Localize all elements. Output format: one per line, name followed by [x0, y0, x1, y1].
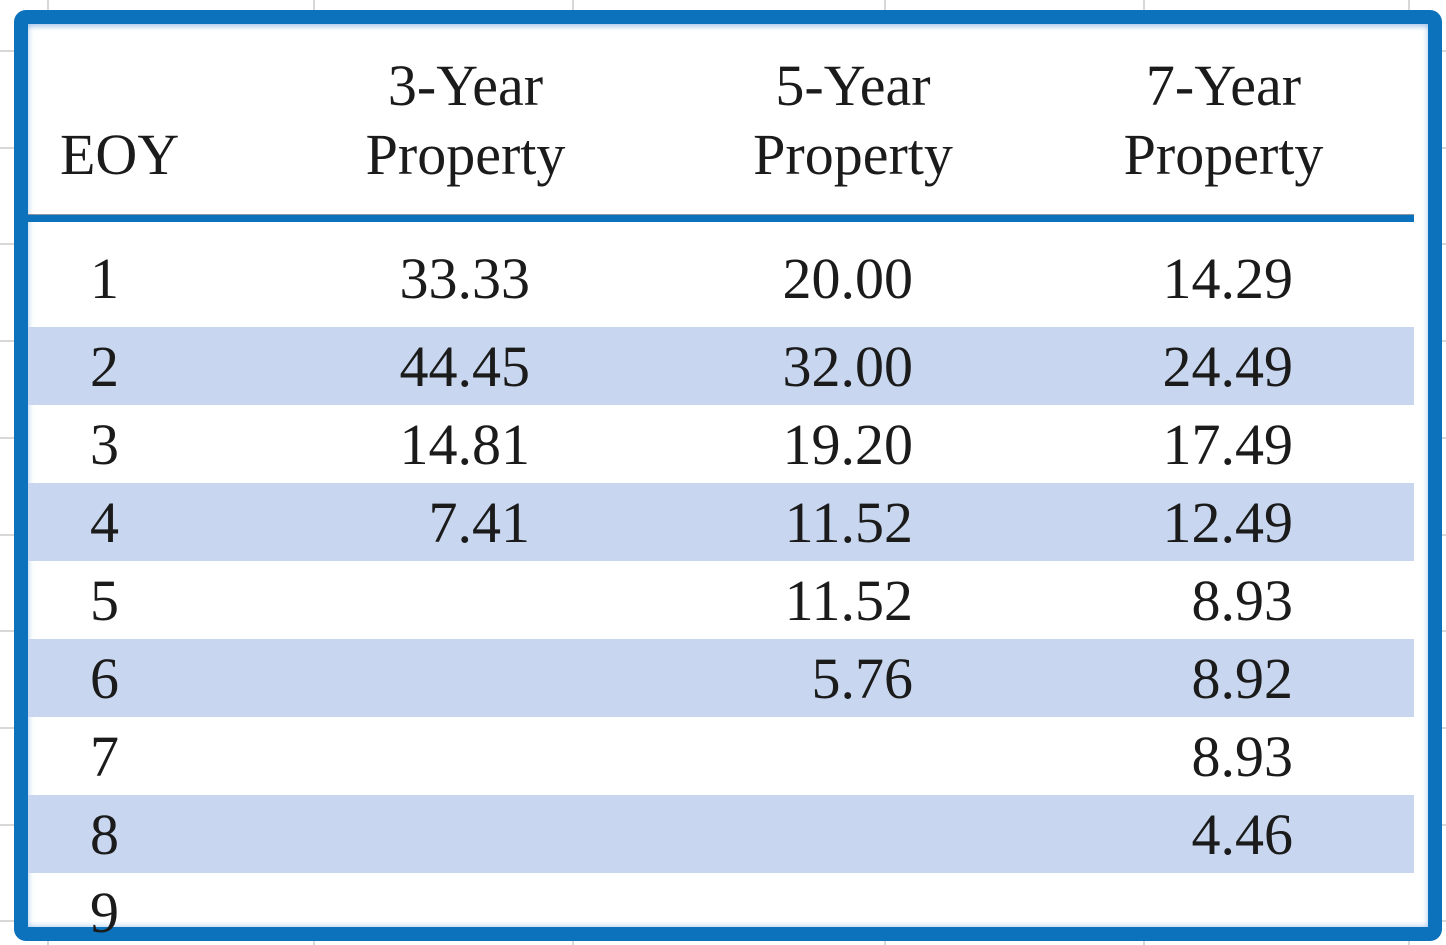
cell-y7 — [1033, 873, 1414, 945]
cell-y5 — [673, 873, 1033, 945]
table-header: EOY 3-Year Property 5-Year Property 7-Ye… — [28, 24, 1414, 222]
col-header-7yr-line2: Property — [1123, 121, 1324, 187]
col-header-eoy: EOY — [28, 24, 258, 222]
table-row: 4 7.41 11.52 12.49 — [28, 483, 1414, 561]
col-header-3yr-line1: 3-Year — [387, 53, 544, 119]
col-header-7yr: 7-Year Property — [1033, 24, 1414, 222]
cell-y5 — [673, 717, 1033, 795]
cell-eoy: 3 — [90, 411, 119, 477]
table-row: 8 4.46 — [28, 795, 1414, 873]
cell-y5 — [673, 795, 1033, 873]
macrs-table: EOY 3-Year Property 5-Year Property 7-Ye… — [28, 24, 1414, 945]
cell-eoy: 4 — [90, 489, 119, 555]
cell-y3 — [258, 639, 673, 717]
cell-eoy: 6 — [90, 645, 119, 711]
cell-y3: 7.41 — [428, 489, 531, 555]
col-header-3yr-line2: Property — [365, 121, 566, 187]
cell-y5: 32.00 — [782, 333, 914, 399]
table-row: 2 44.45 32.00 24.49 — [28, 327, 1414, 405]
table-row: 1 33.33 20.00 14.29 — [28, 219, 1414, 328]
table-row: 7 8.93 — [28, 717, 1414, 795]
cell-y5: 11.52 — [784, 489, 913, 555]
cell-y7: 8.92 — [1191, 645, 1294, 711]
cell-y7: 4.46 — [1191, 801, 1294, 867]
cell-y5: 5.76 — [811, 645, 914, 711]
cell-y3 — [258, 561, 673, 639]
table-body: 1 33.33 20.00 14.29 2 44.45 32.00 24.49 3 14.81 19… — [28, 219, 1414, 945]
table-row: 9 — [28, 873, 1414, 945]
cell-y7: 8.93 — [1191, 567, 1294, 633]
cell-y7: 12.49 — [1162, 489, 1294, 555]
table-row: 6 5.76 8.92 — [28, 639, 1414, 717]
cell-y7: 17.49 — [1162, 411, 1294, 477]
col-header-5yr-line2: Property — [753, 121, 953, 187]
cell-eoy: 9 — [90, 879, 119, 945]
cell-y3 — [258, 717, 673, 795]
cell-y3: 33.33 — [399, 246, 531, 311]
cell-eoy: 5 — [90, 567, 119, 633]
cell-y3 — [258, 795, 673, 873]
table-row: 5 11.52 8.93 — [28, 561, 1414, 639]
cell-y3: 44.45 — [399, 333, 531, 399]
cell-y5: 11.52 — [784, 567, 913, 633]
cell-y7: 14.29 — [1162, 246, 1294, 311]
cell-eoy: 2 — [90, 333, 119, 399]
table-frame: EOY 3-Year Property 5-Year Property 7-Ye… — [14, 10, 1442, 945]
table-row: 3 14.81 19.20 17.49 — [28, 405, 1414, 483]
cell-eoy: 7 — [90, 723, 119, 789]
col-header-5yr-line1: 5-Year — [775, 53, 931, 119]
cell-eoy: 1 — [90, 246, 119, 311]
cell-y7: 24.49 — [1162, 333, 1294, 399]
cell-y3 — [258, 873, 673, 945]
cell-y3: 14.81 — [399, 411, 531, 477]
cell-y7: 8.93 — [1191, 723, 1294, 789]
cell-y5: 20.00 — [782, 246, 914, 311]
cell-y5: 19.20 — [782, 411, 914, 477]
col-header-5yr: 5-Year Property — [673, 24, 1033, 222]
cell-eoy: 8 — [90, 801, 119, 867]
col-header-3yr: 3-Year Property — [258, 24, 673, 222]
col-header-7yr-line1: 7-Year — [1145, 53, 1302, 119]
